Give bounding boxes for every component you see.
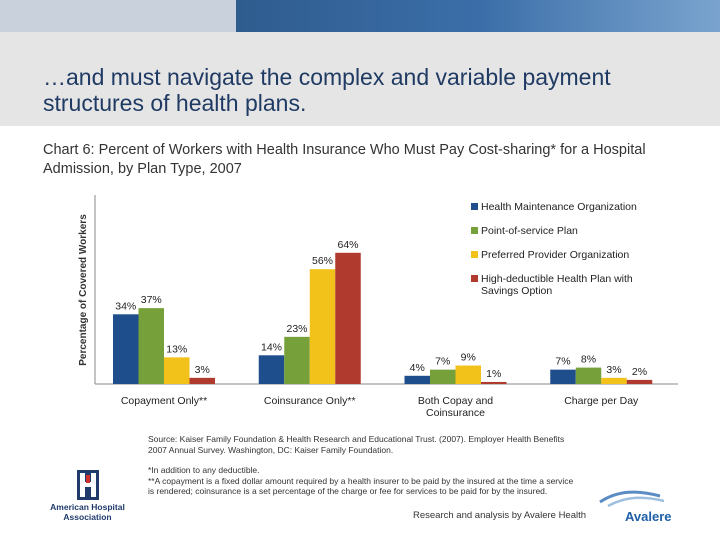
data-label: 56%: [312, 255, 333, 267]
data-label: 34%: [115, 300, 136, 312]
aha-logo: American Hospital Association: [40, 470, 135, 526]
bar: [404, 375, 430, 384]
data-label: 4%: [410, 362, 425, 374]
avalere-wave-icon: [599, 490, 665, 508]
bar: [575, 367, 602, 384]
legend-swatch: [471, 251, 478, 258]
avalere-logo: Avalere: [598, 488, 678, 528]
legend-label: High-deductible Health Plan with: [481, 273, 633, 285]
bar: [455, 365, 481, 384]
bar: [113, 314, 139, 384]
legend-label: Point-of-service Plan: [481, 225, 578, 237]
x-tick-label: Both Copay and: [418, 395, 493, 407]
legend-label: Savings Option: [481, 285, 552, 297]
data-label: 3%: [606, 364, 621, 376]
bar: [284, 336, 310, 384]
bar: [626, 379, 653, 384]
footnote-1: *In addition to any deductible.: [148, 465, 260, 475]
legend-swatch: [471, 203, 478, 210]
data-label: 37%: [141, 294, 162, 306]
data-label: 14%: [261, 341, 282, 353]
legend-swatch: [471, 275, 478, 282]
footnote-2: **A copayment is a fixed dollar amount r…: [148, 475, 574, 497]
chart-title: Chart 6: Percent of Workers with Health …: [43, 142, 646, 177]
aha-logo-text: American Hospital Association: [50, 502, 125, 522]
x-tick-label: Coinsurance: [426, 407, 485, 419]
avalere-logo-text: Avalere: [625, 509, 672, 524]
data-label: 64%: [337, 239, 358, 251]
header-band: [0, 32, 720, 126]
legend-swatch: [471, 227, 478, 234]
data-label: 23%: [286, 323, 307, 335]
data-label: 7%: [555, 356, 570, 368]
data-label: 13%: [166, 343, 187, 355]
footnotes: *In addition to any deductible. **A copa…: [148, 465, 578, 497]
y-axis-label: Percentage of Covered Workers: [78, 214, 89, 366]
bar: [309, 269, 336, 384]
data-label: 2%: [632, 366, 647, 378]
bar: [189, 377, 215, 384]
slide-title: …and must navigate the complex and varia…: [43, 64, 611, 116]
source-note: Source: Kaiser Family Foundation & Healt…: [148, 434, 565, 455]
credit-line: Research and analysis by Avalere Health: [413, 510, 587, 521]
bar: [550, 369, 576, 384]
x-tick-label: Coinsurance Only**: [264, 395, 356, 407]
data-label: 9%: [461, 352, 476, 364]
aha-cross-icon: [77, 470, 99, 500]
top-decorative-band: [0, 0, 720, 32]
legend-label: Health Maintenance Organization: [481, 201, 637, 213]
bar: [481, 381, 507, 384]
bar: [335, 252, 361, 384]
bar: [164, 357, 190, 384]
data-label: 7%: [435, 356, 450, 368]
bar: [601, 377, 627, 384]
data-label: 1%: [486, 368, 501, 380]
bar: [138, 308, 164, 384]
x-tick-label: Copayment Only**: [121, 395, 207, 407]
bar: [258, 355, 285, 384]
data-label: 3%: [195, 364, 210, 376]
legend-label: Preferred Provider Organization: [481, 249, 629, 261]
data-label: 8%: [581, 354, 596, 366]
x-tick-label: Charge per Day: [564, 395, 639, 407]
bar: [430, 369, 456, 384]
